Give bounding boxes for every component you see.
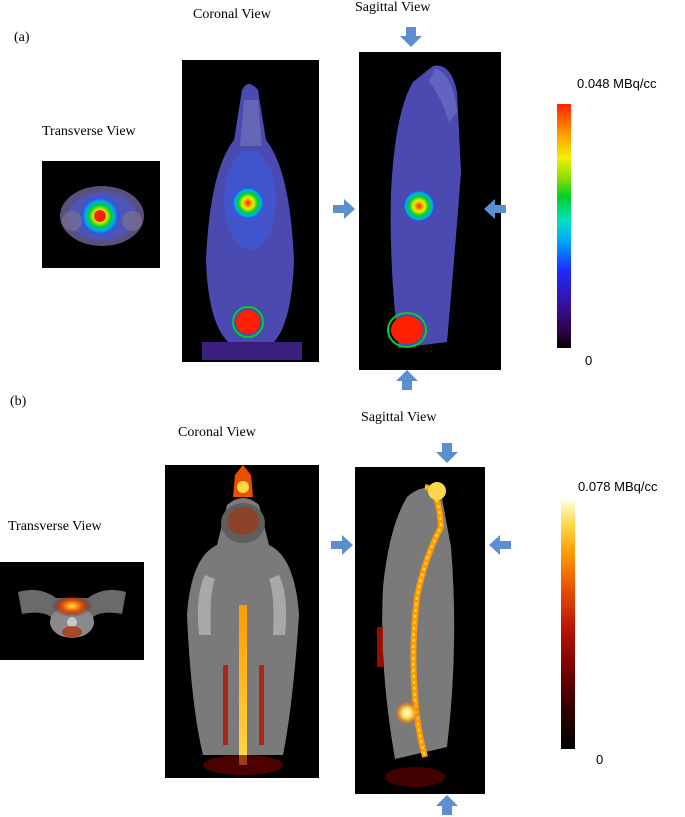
panel-a-sagittal-title: Sagittal View [355, 0, 431, 15]
panel-b-arrow-up-icon [436, 795, 458, 815]
panel-a-coronal-image [182, 60, 319, 362]
panel-b-transverse-title: Transverse View [8, 519, 102, 534]
panel-b-coronal-image [165, 465, 319, 778]
panel-b-sagittal-title: Sagittal View [361, 410, 437, 425]
panel-b-scale-max: 0.078 MBq/cc [578, 479, 658, 494]
panel-b-sagittal-image [355, 467, 485, 794]
panel-b-arrow-down-icon [436, 443, 458, 463]
panel-a-coronal-title: Coronal View [193, 7, 271, 22]
panel-b-tag: (b) [10, 394, 27, 409]
panel-b-coronal-title: Coronal View [178, 425, 256, 440]
panel-a-scale-min: 0 [585, 353, 593, 368]
panel-a-colorbar [557, 104, 571, 348]
panel-a-transverse-image [42, 161, 160, 268]
panel-a-transverse-title: Transverse View [42, 124, 136, 139]
panel-b-colorbar [561, 499, 575, 749]
panel-b-transverse-image [0, 562, 144, 660]
panel-a-arrow-up-icon [396, 370, 418, 390]
panel-a-sagittal-image [359, 52, 501, 370]
panel-a-arrow-left-icon [484, 199, 506, 219]
panel-b-arrow-left-icon [489, 535, 511, 555]
panel-a-arrow-right-icon [333, 199, 355, 219]
panel-a-tag: (a) [14, 30, 30, 45]
panel-a-scale-max: 0.048 MBq/cc [577, 76, 657, 91]
panel-a-arrow-down-icon [400, 27, 422, 47]
panel-b-scale-min: 0 [596, 752, 604, 767]
panel-b-arrow-right-icon [331, 535, 353, 555]
